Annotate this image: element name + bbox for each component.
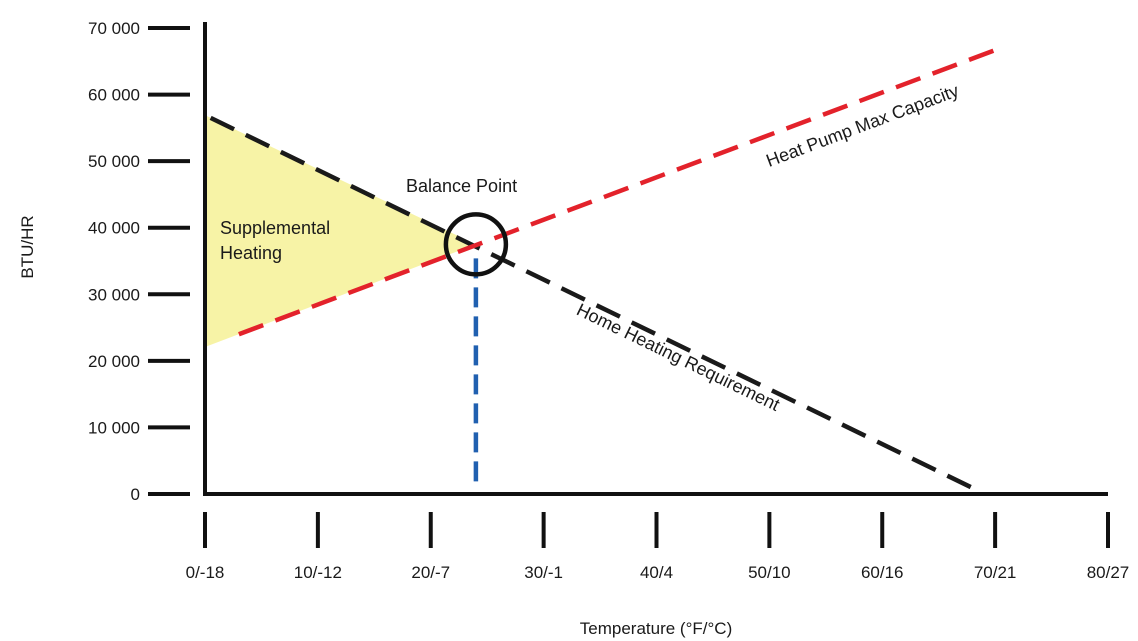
y-tick-label: 70 000 xyxy=(88,19,140,38)
supplemental-heating-area xyxy=(205,115,476,347)
y-tick-label: 10 000 xyxy=(88,418,140,437)
x-tick-label: 80/27 xyxy=(1087,563,1130,582)
x-tick-label: 60/16 xyxy=(861,563,904,582)
x-tick-label: 70/21 xyxy=(974,563,1017,582)
x-axis-title: Temperature (°F/°C) xyxy=(580,619,732,638)
y-tick-label: 40 000 xyxy=(88,219,140,238)
balance-point-circle xyxy=(443,212,509,277)
x-tick-label: 40/4 xyxy=(640,563,673,582)
x-tick-label: 30/-1 xyxy=(524,563,563,582)
y-axis-title: BTU/HR xyxy=(18,215,37,278)
supplemental-heating-label-line1: Supplemental xyxy=(220,218,330,238)
home-heating-requirement-line xyxy=(209,115,980,493)
heat-pump-max-capacity-line xyxy=(238,45,1002,337)
x-tick-label: 0/-18 xyxy=(186,563,225,582)
y-tick-label: 0 xyxy=(131,485,140,504)
x-tick-label: 50/10 xyxy=(748,563,791,582)
y-tick-label: 60 000 xyxy=(88,86,140,105)
y-tick-label: 50 000 xyxy=(88,152,140,171)
x-tick-label: 10/-12 xyxy=(294,563,342,582)
supplemental-heating-label-line2: Heating xyxy=(220,243,282,263)
y-tick-label: 30 000 xyxy=(88,285,140,304)
balance-point-label: Balance Point xyxy=(406,176,517,196)
home-heating-requirement-label: Home Heating Requirement xyxy=(573,299,782,414)
y-tick-label: 20 000 xyxy=(88,352,140,371)
x-tick-label: 20/-7 xyxy=(411,563,450,582)
